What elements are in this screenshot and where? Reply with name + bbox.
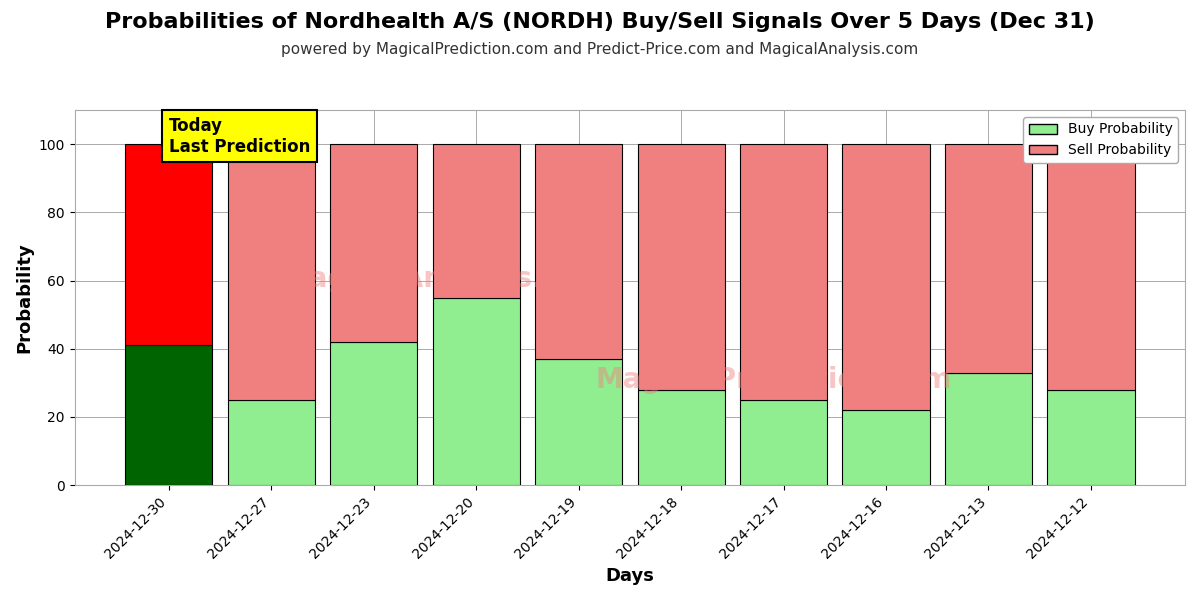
X-axis label: Days: Days (605, 567, 654, 585)
Bar (228, 400, 314, 485)
Legend: Buy Probability, Sell Probability: Buy Probability, Sell Probability (1024, 117, 1178, 163)
Bar (740, 144, 827, 400)
Bar (228, 144, 314, 400)
Bar (1048, 144, 1134, 389)
Bar (125, 346, 212, 485)
Bar (535, 144, 622, 359)
Bar (330, 144, 418, 342)
Bar (637, 389, 725, 485)
Text: Probabilities of Nordhealth A/S (NORDH) Buy/Sell Signals Over 5 Days (Dec 31): Probabilities of Nordhealth A/S (NORDH) … (106, 12, 1094, 32)
Bar (125, 144, 212, 346)
Bar (944, 373, 1032, 485)
Bar (330, 342, 418, 485)
Bar (944, 144, 1032, 373)
Bar (1048, 389, 1134, 485)
Bar (637, 144, 725, 389)
Text: MagicalPrediction.com: MagicalPrediction.com (596, 366, 953, 394)
Bar (432, 144, 520, 298)
Text: Today
Last Prediction: Today Last Prediction (169, 117, 310, 155)
Bar (535, 359, 622, 485)
Bar (740, 400, 827, 485)
Bar (432, 298, 520, 485)
Text: MagicalAnalysis.co: MagicalAnalysis.co (281, 265, 578, 293)
Bar (842, 144, 930, 410)
Text: powered by MagicalPrediction.com and Predict-Price.com and MagicalAnalysis.com: powered by MagicalPrediction.com and Pre… (281, 42, 919, 57)
Y-axis label: Probability: Probability (16, 242, 34, 353)
Bar (842, 410, 930, 485)
